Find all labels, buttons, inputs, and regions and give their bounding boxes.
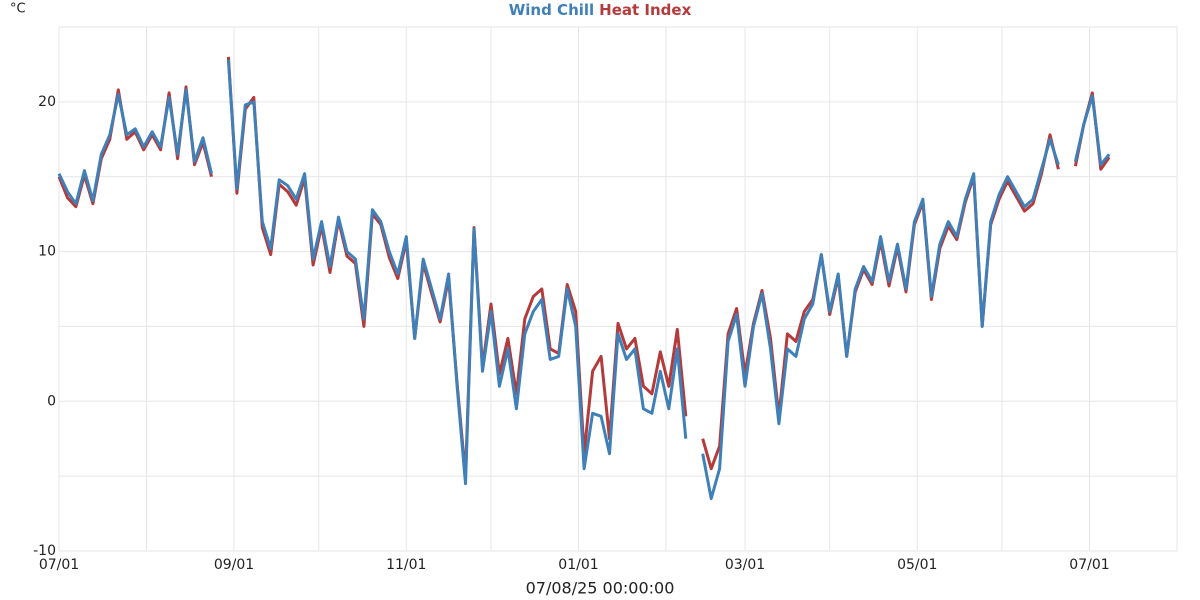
legend-entry: Wind Chill	[509, 1, 594, 19]
y-axis-label: °C	[10, 2, 26, 17]
x-tick-label: 09/01	[214, 557, 254, 573]
y-tick-label: 0	[47, 393, 56, 409]
x-tick-label: 03/01	[725, 557, 765, 573]
plot-frame	[58, 26, 1178, 552]
y-tick-label: 10	[38, 244, 56, 260]
series-line	[57, 56, 1111, 478]
y-tick-label: -10	[33, 543, 56, 559]
x-tick-label: 05/01	[897, 557, 937, 573]
series-line	[57, 59, 1111, 501]
x-tick-label: 07/01	[39, 557, 79, 573]
legend: Wind Chill Heat Index	[509, 1, 692, 19]
legend-entry: Heat Index	[599, 1, 691, 19]
x-tick-label: 01/01	[558, 557, 598, 573]
x-tick-label: 11/01	[386, 557, 426, 573]
y-tick-label: 20	[38, 94, 56, 110]
x-axis-label: 07/08/25 00:00:00	[526, 579, 675, 598]
x-tick-label: 07/01	[1069, 557, 1109, 573]
